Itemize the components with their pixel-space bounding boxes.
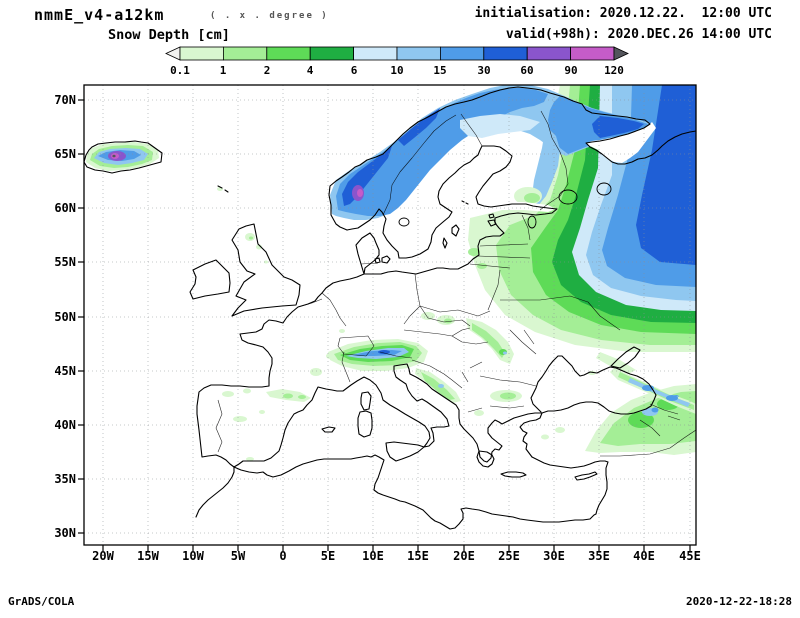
colorbar: 0.1 1 2 4 6 10 15 30 60 90 120 xyxy=(165,46,629,77)
snow-fill-alps xyxy=(328,339,428,371)
lat-tick-label: 70N xyxy=(54,93,76,107)
lon-tick-label: 5W xyxy=(231,549,246,563)
field-title: Snow Depth [cm] xyxy=(108,27,230,43)
lon-tick-label: 15E xyxy=(407,549,429,563)
map-frame xyxy=(83,84,697,546)
lon-axis-labels: 20W 15W 10W 5W 0 5E 10E 15E 20E 25E 30E … xyxy=(92,549,701,563)
colorbar-tick-label: 4 xyxy=(307,64,314,77)
valid-time-label: valid(+98h): 2020.DEC.26 14:00 UTC xyxy=(505,27,772,42)
lat-tick-label: 30N xyxy=(54,526,76,540)
sea-white-masks xyxy=(432,122,656,232)
lon-tick-label: 30E xyxy=(543,549,565,563)
axis-ticks xyxy=(78,99,691,551)
colorbar-left-arrow xyxy=(165,46,181,61)
colorbar-tick-label: 2 xyxy=(264,64,271,77)
colorbar-tick-label: 60 xyxy=(520,64,533,77)
colorbar-segment xyxy=(439,46,485,61)
colorbar-segment xyxy=(179,46,224,61)
model-title: nmmE_v4-a12km xyxy=(34,6,165,24)
colorbar-segment xyxy=(396,46,441,61)
country-borders xyxy=(215,110,696,457)
colorbar-tick-label: 10 xyxy=(390,64,403,77)
colorbar-segment xyxy=(570,46,615,61)
snow-fill-scandinavia xyxy=(330,85,652,220)
colorbar-tick-label: 90 xyxy=(564,64,577,77)
colorbar-tick-label: 0.1 xyxy=(170,64,190,77)
lon-tick-label: 10W xyxy=(182,549,204,563)
colorbar-tick-label: 30 xyxy=(477,64,490,77)
colorbar-segment xyxy=(309,46,355,61)
initialisation-label: initialisation: 2020.12.22. 12:00 UTC xyxy=(474,6,772,21)
lon-tick-label: 35E xyxy=(588,549,610,563)
colorbar-segment xyxy=(483,46,528,61)
colorbar-tick-label: 15 xyxy=(433,64,446,77)
lat-tick-label: 60N xyxy=(54,201,76,215)
snow-fill-iberia-britain xyxy=(222,233,311,461)
grads-credit: GrADS/COLA xyxy=(8,595,75,608)
lon-tick-label: 10E xyxy=(362,549,384,563)
colorbar-tick-label: 6 xyxy=(351,64,358,77)
lon-tick-label: 15W xyxy=(137,549,159,563)
colorbar-segment xyxy=(222,46,268,61)
colorbar-tick-label: 1 xyxy=(220,64,227,77)
lon-tick-label: 25E xyxy=(498,549,520,563)
lon-tick-label: 20E xyxy=(453,549,475,563)
lat-tick-label: 55N xyxy=(54,255,76,269)
coastlines xyxy=(84,86,696,530)
snow-fill-central-europe xyxy=(310,248,487,376)
colorbar-segment xyxy=(266,46,311,61)
colorbar-segment xyxy=(353,46,398,61)
creation-timestamp: 2020-12-22-18:28 xyxy=(686,595,792,608)
gridlines xyxy=(84,85,696,545)
lon-tick-label: 5E xyxy=(321,549,335,563)
lon-tick-label: 20W xyxy=(92,549,114,563)
lon-tick-label: 0 xyxy=(279,549,286,563)
lat-tick-label: 35N xyxy=(54,472,76,486)
snow-fill-iceland xyxy=(86,142,223,191)
lat-tick-label: 65N xyxy=(54,147,76,161)
snow-fill-carpathians-balkans xyxy=(415,318,596,416)
lat-axis-labels: 70N 65N 60N 55N 50N 45N 40N 35N 30N xyxy=(54,93,76,540)
colorbar-tick-labels: 0.1 1 2 4 6 10 15 30 60 90 120 xyxy=(170,64,624,77)
lon-tick-label: 40E xyxy=(633,549,655,563)
model-resolution-note: ( . x . degree ) xyxy=(210,11,329,21)
lon-tick-label: 45E xyxy=(679,549,701,563)
snow-fill-turkey-caucasus xyxy=(541,352,696,455)
colorbar-tick-label: 120 xyxy=(604,64,624,77)
lat-tick-label: 40N xyxy=(54,418,76,432)
colorbar-segment xyxy=(526,46,572,61)
lat-tick-label: 50N xyxy=(54,310,76,324)
lat-tick-label: 45N xyxy=(54,364,76,378)
colorbar-right-arrow xyxy=(613,46,629,61)
